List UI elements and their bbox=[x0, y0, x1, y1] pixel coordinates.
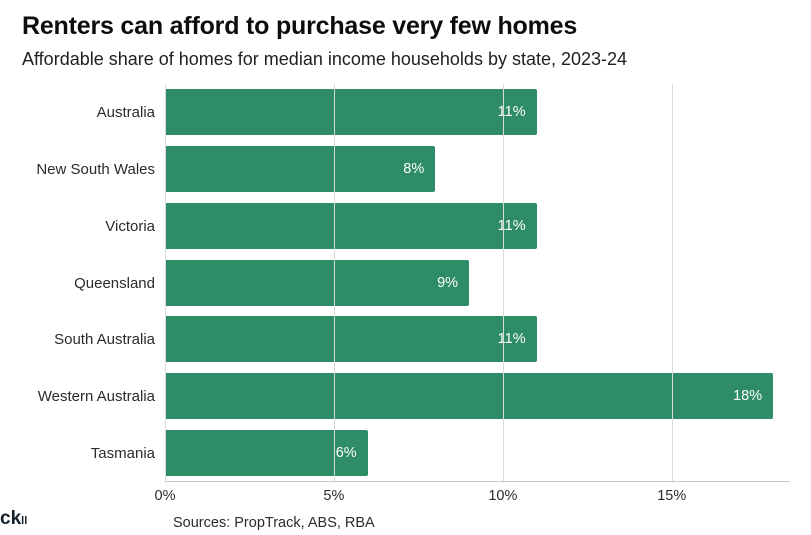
gridline bbox=[165, 84, 166, 481]
bar-row: 8% bbox=[165, 141, 790, 198]
bar: 18% bbox=[165, 372, 774, 419]
gridline bbox=[671, 84, 673, 481]
x-tick-label: 5% bbox=[323, 488, 345, 504]
chart-header: Renters can afford to purchase very few … bbox=[0, 0, 811, 74]
logo-text: ck bbox=[0, 508, 22, 529]
bar-row: 11% bbox=[165, 197, 790, 254]
category-label: New South Wales bbox=[36, 160, 155, 178]
bar-value-label: 8% bbox=[403, 161, 425, 178]
bar-value-label: 9% bbox=[437, 274, 459, 291]
bar: 11% bbox=[165, 89, 537, 136]
source-note: Sources: PropTrack, ABS, RBA bbox=[173, 515, 375, 531]
bar-value-label: 18% bbox=[733, 387, 763, 404]
bar: 11% bbox=[165, 316, 537, 363]
category-label: South Australia bbox=[54, 331, 155, 349]
bar-row: 6% bbox=[165, 424, 790, 481]
bar-row: 18% bbox=[165, 368, 790, 425]
gridline bbox=[502, 84, 504, 481]
gridline bbox=[333, 84, 335, 481]
bar: 11% bbox=[165, 202, 537, 249]
category-label: Australia bbox=[96, 103, 155, 121]
category-label: Tasmania bbox=[90, 445, 155, 463]
chart-subtitle: Affordable share of homes for median inc… bbox=[22, 49, 628, 69]
x-axis: 0% 5% 10% 15% bbox=[155, 486, 790, 506]
category-label: Western Australia bbox=[37, 388, 155, 406]
plot-area: 11% 8% 11% 9% 11% 18% 6% bbox=[165, 84, 790, 482]
bar-value-label: 11% bbox=[497, 104, 526, 121]
x-tick-label: 15% bbox=[657, 488, 687, 504]
category-label: Victoria bbox=[105, 217, 155, 235]
category-label: Queensland bbox=[74, 274, 155, 292]
bar-rows: 11% 8% 11% 9% 11% 18% 6% bbox=[165, 84, 790, 481]
bar-row: 9% bbox=[165, 254, 790, 311]
bar-value-label: 11% bbox=[497, 217, 526, 234]
bar: 9% bbox=[165, 259, 470, 306]
x-tick-label: 10% bbox=[488, 488, 518, 504]
bar-value-label: 11% bbox=[497, 331, 526, 348]
bar-value-label: 6% bbox=[335, 444, 357, 461]
x-tick-label: 0% bbox=[154, 488, 176, 504]
bar-chart: Australia New South Wales Victoria Queensla… bbox=[0, 84, 811, 482]
logo-sub-text: ll bbox=[21, 515, 28, 527]
bar: 8% bbox=[165, 146, 436, 193]
category-labels-column: Australia New South Wales Victoria Queensla… bbox=[0, 84, 165, 482]
bar-row: 11% bbox=[165, 311, 790, 368]
proptrack-logo-partial: ckll bbox=[0, 508, 27, 530]
bar: 6% bbox=[165, 429, 368, 476]
bar-row: 11% bbox=[165, 84, 790, 141]
chart-title: Renters can afford to purchase very few … bbox=[22, 12, 578, 40]
